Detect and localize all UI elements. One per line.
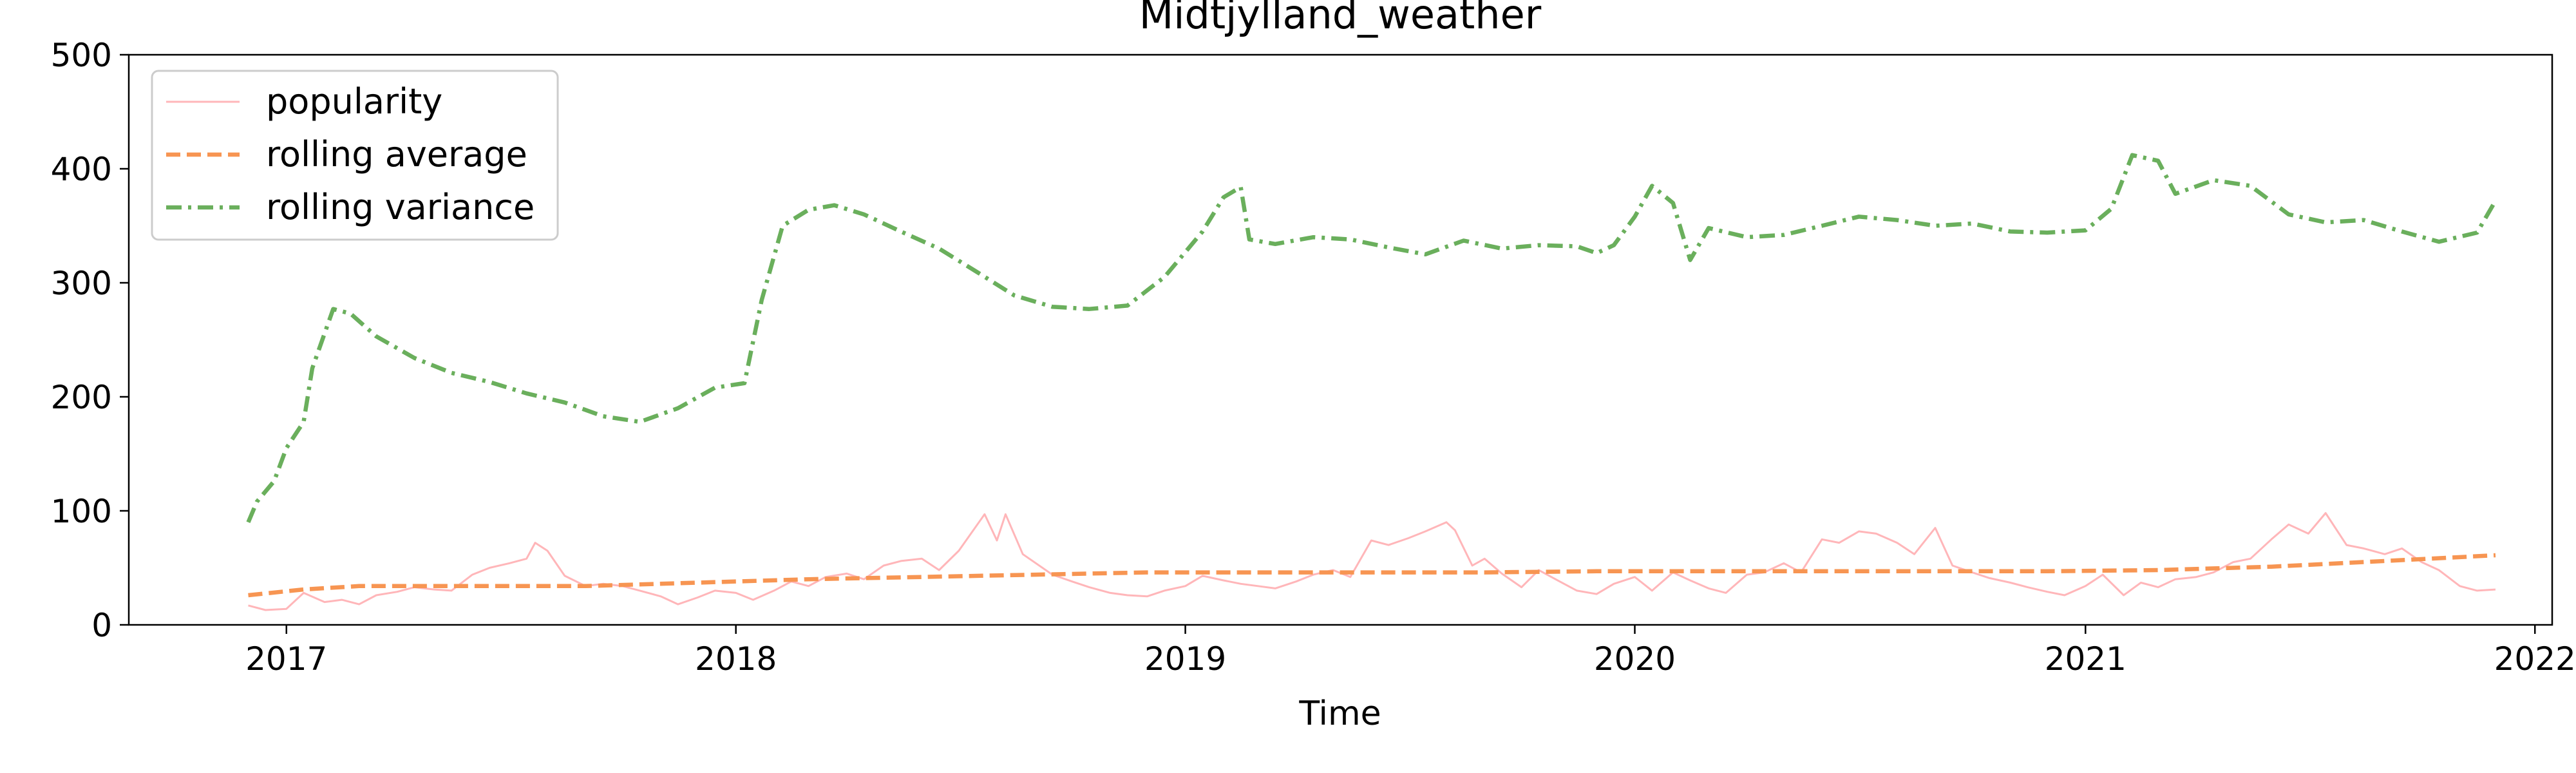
y-tick-label: 0 bbox=[91, 607, 112, 644]
y-tick-label: 400 bbox=[51, 151, 112, 188]
x-tick-label: 2021 bbox=[2045, 640, 2126, 678]
x-tick-label: 2019 bbox=[1144, 640, 1226, 678]
x-tick-label: 2020 bbox=[1594, 640, 1676, 678]
legend-box bbox=[151, 70, 559, 241]
x-tick-label: 2022 bbox=[2494, 640, 2576, 678]
series-line-rolling-variance bbox=[246, 153, 2497, 523]
series-layer bbox=[246, 153, 2497, 611]
legend-label: popularity bbox=[266, 81, 442, 122]
x-axis-label: Time bbox=[1298, 694, 1381, 733]
legend-label: rolling average bbox=[266, 134, 527, 175]
y-axis: 0 100 200 300 400 500 bbox=[51, 37, 129, 644]
legend-label: rolling variance bbox=[266, 187, 535, 227]
chart-title: Midtjylland_weather bbox=[1139, 0, 1542, 38]
series-line-rolling-average bbox=[248, 553, 2496, 598]
legend: popularity rolling average rolling varianc… bbox=[151, 70, 559, 241]
plot-frame bbox=[128, 53, 2553, 626]
y-tick-label: 200 bbox=[51, 379, 112, 416]
y-tick-label: 300 bbox=[51, 265, 112, 302]
y-tick-label: 100 bbox=[51, 493, 112, 530]
x-tick-label: 2017 bbox=[245, 640, 327, 678]
x-tick-label: 2018 bbox=[695, 640, 777, 678]
y-tick-label: 500 bbox=[51, 37, 112, 74]
x-axis: 2017 2018 2019 2020 2021 2022 bbox=[245, 625, 2576, 678]
